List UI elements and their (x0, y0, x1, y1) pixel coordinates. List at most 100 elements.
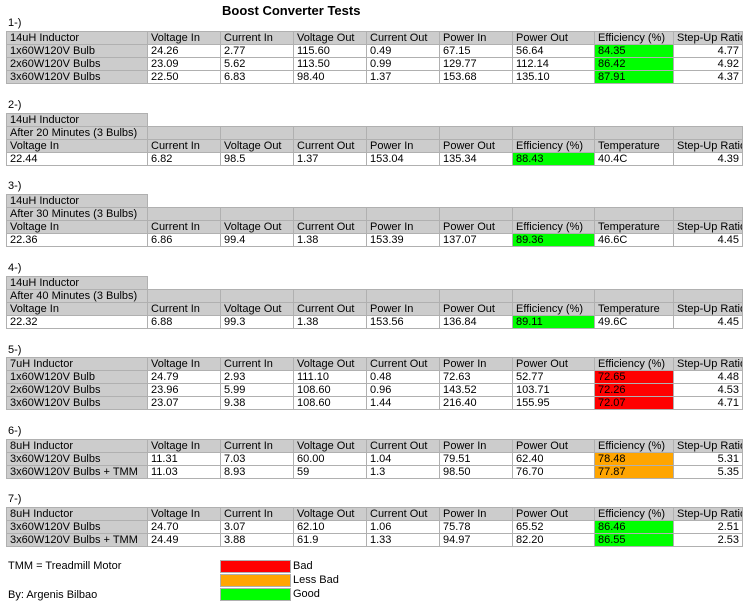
value-cell: 6.83 (220, 70, 294, 84)
header-fill (220, 207, 294, 221)
value-cell: 1.37 (366, 70, 440, 84)
efficiency-cell: 86.46 (594, 520, 674, 534)
header-fill (439, 126, 513, 140)
value-cell: 22.36 (6, 233, 148, 247)
empty-cell (440, 114, 513, 127)
page-title: Boost Converter Tests (222, 3, 361, 18)
column-header: Voltage Out (220, 302, 294, 316)
value-cell: 135.34 (439, 152, 513, 166)
description-row: 14uH Inductor (6, 113, 743, 127)
value-cell: 59 (293, 465, 367, 479)
column-header: Efficiency (%) (594, 439, 674, 453)
value-cell: 62.40 (512, 452, 595, 466)
row-label: 3x60W120V Bulbs (6, 396, 148, 410)
column-header: Efficiency (%) (512, 220, 595, 234)
value-cell: 4.37 (673, 70, 743, 84)
value-cell: 1.37 (293, 152, 367, 166)
value-cell: 98.40 (293, 70, 367, 84)
data-row: 1x60W120V Bulb 24.79 2.93 111.10 0.48 72.63 52… (6, 370, 743, 384)
description-cell: 14uH Inductor (6, 113, 148, 127)
data-row: 3x60W120V Bulbs + TMM 24.49 3.88 61.9 1.33 94… (6, 533, 743, 547)
value-cell: 60.00 (293, 452, 367, 466)
header-row: 14uH Inductor Voltage In Current In Voltage… (6, 31, 743, 45)
value-cell: 23.96 (147, 383, 221, 397)
section-4-label: 4-) (8, 262, 22, 274)
legend-good-swatch (220, 588, 291, 601)
column-header: Efficiency (%) (512, 302, 595, 316)
value-cell: 6.86 (147, 233, 221, 247)
value-cell: 0.48 (366, 370, 440, 384)
value-cell: 1.04 (366, 452, 440, 466)
column-header: Current Out (366, 439, 440, 453)
value-cell: 5.62 (220, 57, 294, 71)
test-3-table: 14uH Inductor After 30 Minutes (3 Bulbs) V… (6, 194, 743, 247)
column-header: Power In (439, 31, 513, 45)
value-cell: 75.78 (439, 520, 513, 534)
value-cell: 4.39 (673, 152, 743, 166)
value-cell: 79.51 (439, 452, 513, 466)
row-label: 1x60W120V Bulb (6, 44, 148, 58)
efficiency-cell: 89.11 (512, 315, 595, 329)
header-fill (147, 126, 221, 140)
header-row: Voltage In Current In Voltage Out Current O… (6, 302, 743, 316)
value-cell: 103.71 (512, 383, 595, 397)
value-cell: 6.88 (147, 315, 221, 329)
value-cell: 4.77 (673, 44, 743, 58)
column-header: Step-Up Ratio (673, 507, 743, 521)
header-fill (293, 289, 367, 303)
description-cell: After 40 Minutes (3 Bulbs) (6, 289, 148, 303)
test-2-table: 14uH Inductor After 20 Minutes (3 Bulbs) V… (6, 113, 743, 166)
column-header: 14uH Inductor (6, 31, 148, 45)
legend-bad-swatch (220, 560, 291, 573)
efficiency-cell: 87.91 (594, 70, 674, 84)
description-row: 14uH Inductor (6, 194, 743, 208)
data-row: 22.36 6.86 99.4 1.38 153.39 137.07 89.36 46.6C 4… (6, 233, 743, 247)
value-cell: 76.70 (512, 465, 595, 479)
value-cell: 8.93 (220, 465, 294, 479)
column-header: Step-Up Ratio (673, 220, 743, 234)
header-fill (220, 126, 294, 140)
value-cell: 111.10 (293, 370, 367, 384)
value-cell: 5.35 (673, 465, 743, 479)
legend-lessbad-label: Less Bad (293, 574, 339, 586)
column-header: Temperature (594, 220, 674, 234)
empty-cell (148, 195, 221, 208)
value-cell: 1.3 (366, 465, 440, 479)
column-header: Power Out (512, 439, 595, 453)
section-7-label: 7-) (8, 493, 22, 505)
column-header: Step-Up Ratio (673, 302, 743, 316)
column-header: Voltage Out (220, 220, 294, 234)
column-header: 8uH Inductor (6, 507, 148, 521)
value-cell: 1.38 (293, 315, 367, 329)
value-cell: 99.3 (220, 315, 294, 329)
value-cell: 2.77 (220, 44, 294, 58)
empty-cell (513, 114, 595, 127)
column-header: Temperature (594, 302, 674, 316)
column-header: Current In (147, 139, 221, 153)
column-header: Current Out (293, 220, 367, 234)
header-row: Voltage In Current In Voltage Out Current O… (6, 139, 743, 153)
value-cell: 11.03 (147, 465, 221, 479)
empty-cell (221, 277, 294, 290)
row-label: 3x60W120V Bulbs (6, 70, 148, 84)
efficiency-cell: 86.55 (594, 533, 674, 547)
empty-cell (595, 277, 674, 290)
header-fill (594, 207, 674, 221)
row-label: 3x60W120V Bulbs (6, 520, 148, 534)
data-row: 2x60W120V Bulbs 23.09 5.62 113.50 0.99 129.77… (6, 57, 743, 71)
value-cell: 108.60 (293, 383, 367, 397)
value-cell: 24.26 (147, 44, 221, 58)
column-header: Voltage In (147, 439, 221, 453)
legend-lessbad-swatch (220, 574, 291, 587)
value-cell: 67.15 (439, 44, 513, 58)
efficiency-cell: 72.07 (594, 396, 674, 410)
value-cell: 46.6C (594, 233, 674, 247)
row-label: 3x60W120V Bulbs (6, 452, 148, 466)
value-cell: 62.10 (293, 520, 367, 534)
value-cell: 22.44 (6, 152, 148, 166)
value-cell: 129.77 (439, 57, 513, 71)
efficiency-cell: 88.43 (512, 152, 595, 166)
value-cell: 2.93 (220, 370, 294, 384)
column-header: Power Out (512, 357, 595, 371)
value-cell: 135.10 (512, 70, 595, 84)
